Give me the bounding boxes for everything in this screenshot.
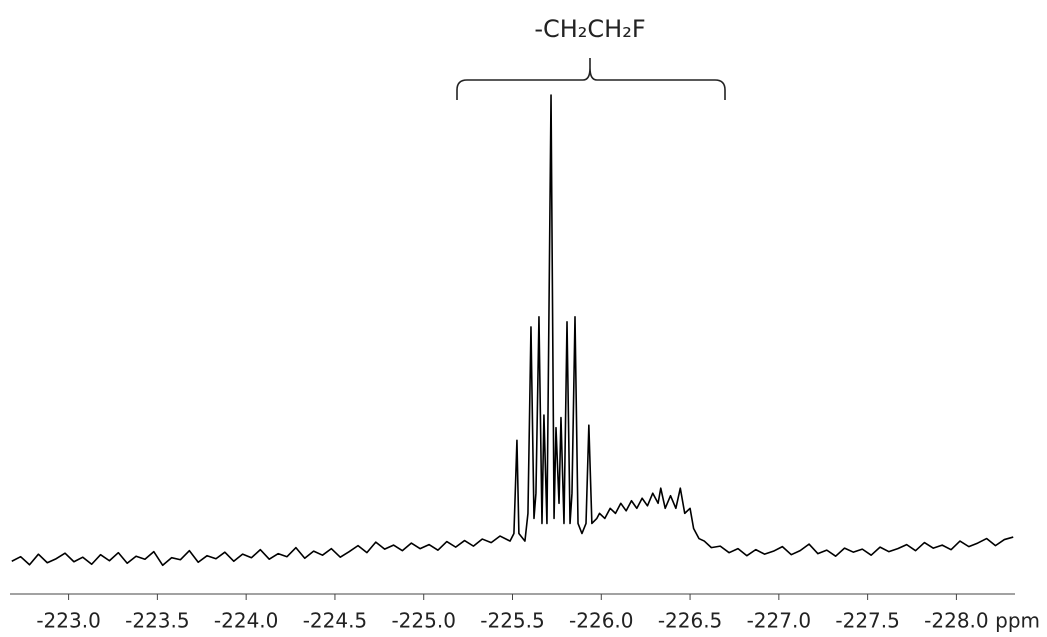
x-tick-label: -226.0 (569, 609, 633, 633)
x-tick-label: -228.0 (924, 609, 988, 633)
x-tick-label: -223.5 (125, 609, 189, 633)
x-tick-label: -223.0 (36, 609, 100, 633)
x-tick-label: -224.5 (303, 609, 367, 633)
annotation: -CH₂CH₂F (534, 15, 645, 43)
x-tick-label: -226.5 (658, 609, 722, 633)
x-axis-label: ppm (995, 609, 1040, 633)
x-tick-label: -225.5 (480, 609, 544, 633)
x-tick-label: -225.0 (391, 609, 455, 633)
bracket (456, 58, 726, 100)
x-tick-label: -224.0 (214, 609, 278, 633)
x-tick-label: -227.5 (835, 609, 899, 633)
x-tick-label: -227.0 (747, 609, 811, 633)
spectrum-line (11, 94, 1014, 567)
